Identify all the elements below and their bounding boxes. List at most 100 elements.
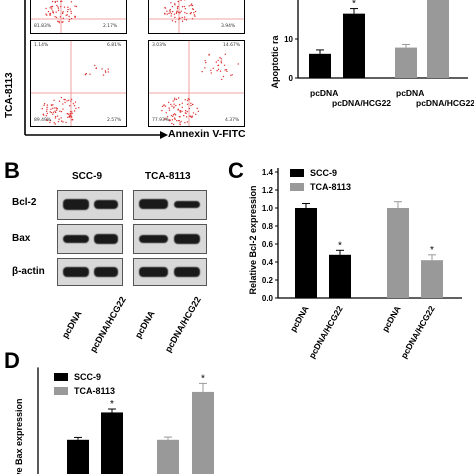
flow-dot: [216, 70, 218, 72]
bar: [295, 208, 317, 298]
flow-dot: [57, 9, 60, 12]
flow-dot: [104, 70, 107, 72]
blot-band: [174, 267, 200, 277]
flow-dot: [224, 53, 226, 55]
flow-dot: [54, 117, 57, 119]
blot-band: [94, 234, 118, 244]
flow-dot: [176, 119, 178, 122]
flow-dot: [51, 0, 54, 3]
flow-plot-2-svg: [149, 0, 244, 33]
y-tick-label: 0.2: [262, 276, 274, 285]
flow-dot: [186, 103, 189, 106]
flow-dot: [54, 107, 56, 109]
flow3-ul: 1.14%: [34, 43, 49, 48]
flow4-ul: 3.03%: [152, 43, 167, 48]
flow-dot: [41, 107, 43, 110]
flow-dot: [168, 119, 170, 121]
flow-dot: [58, 118, 60, 120]
flow-dot: [70, 100, 72, 102]
flow-dot: [60, 5, 62, 8]
flow-dot: [170, 114, 173, 117]
blot-band: [139, 267, 168, 277]
flow-dot: [171, 20, 174, 22]
bar: [395, 47, 417, 78]
flow-dot: [177, 5, 179, 8]
blot-actin-scc9: [57, 258, 123, 286]
y-tick-label: 0.4: [262, 258, 274, 267]
flow-dot: [179, 110, 182, 112]
flow-dot: [60, 0, 62, 3]
flow-dot: [170, 2, 172, 4]
flow-dot: [220, 58, 223, 60]
flow-dot: [46, 108, 48, 110]
flow-dot: [58, 100, 61, 102]
flow1-ll: 81.83%: [34, 24, 52, 29]
blot-group-tca8113: TCA-8113: [145, 171, 191, 182]
flow-dot: [50, 111, 53, 114]
flow-dot: [105, 71, 107, 73]
flow-dot: [179, 122, 181, 124]
flow-dot: [193, 14, 196, 16]
flow4-lr: 4.37%: [225, 118, 240, 123]
flow-dot: [45, 13, 47, 15]
y-tick-label: 0: [289, 74, 294, 83]
flow-dot: [68, 113, 70, 116]
flow-dot: [66, 112, 69, 115]
flow-dot: [221, 78, 223, 81]
flow-dot: [46, 119, 49, 122]
flow-dot: [68, 115, 71, 117]
bcl2-ylabel: Relative Bcl-2 expression: [248, 185, 258, 294]
flow-dot: [59, 16, 61, 18]
flow-dot: [180, 0, 182, 2]
flow-dot: [174, 21, 177, 23]
flow-dot: [188, 98, 190, 101]
flow-dot: [175, 98, 178, 101]
flow-dot: [176, 10, 178, 12]
flow-dot: [69, 104, 71, 107]
flow-dot: [186, 99, 189, 102]
flow-dot: [185, 116, 188, 118]
legend-swatch: [290, 183, 304, 191]
flow-dot: [169, 8, 171, 11]
flow-dot: [70, 17, 73, 20]
legend-label: SCC-9: [310, 168, 337, 178]
flow-dot: [192, 112, 195, 114]
flow-dot: [181, 20, 184, 22]
flow-dot: [186, 110, 189, 113]
flow-dot: [60, 117, 62, 119]
flow-dot: [70, 10, 72, 13]
flow-dot: [50, 108, 52, 111]
flow-dot: [65, 121, 67, 124]
bar: [343, 13, 365, 78]
significance-star: *: [201, 373, 205, 384]
flow-dot: [62, 108, 64, 110]
flow-dot: [165, 118, 167, 121]
flow-dot: [184, 99, 186, 101]
flow-dot: [169, 10, 171, 12]
flow-dot: [169, 11, 171, 13]
flow-dot: [52, 11, 54, 13]
flow-dot: [73, 110, 76, 112]
flow-dot: [173, 99, 176, 101]
flow-dot: [57, 7, 60, 9]
flow-dot: [191, 8, 194, 10]
flow-dot: [188, 5, 190, 7]
flow-dot: [178, 120, 180, 122]
flow-dot: [42, 113, 45, 115]
x-tick-label: pcDNA/HCG22: [332, 98, 391, 108]
flow-dot: [49, 7, 51, 9]
flow-dot: [186, 121, 189, 123]
flow-dot: [74, 5, 76, 7]
blot-actin-tca: [133, 258, 207, 286]
flow-dot: [56, 107, 59, 110]
x-tick-label: pcDNA/HCG22: [307, 304, 345, 360]
flow-dot: [181, 6, 184, 8]
flow-dot: [55, 11, 57, 13]
flow-dot: [178, 116, 181, 118]
flow-dot: [50, 104, 53, 106]
bcl2-bars: * *: [295, 201, 443, 298]
flow-dot: [194, 15, 196, 17]
x-tick-label: pcDNA: [380, 304, 403, 334]
flow-dot: [205, 61, 207, 64]
